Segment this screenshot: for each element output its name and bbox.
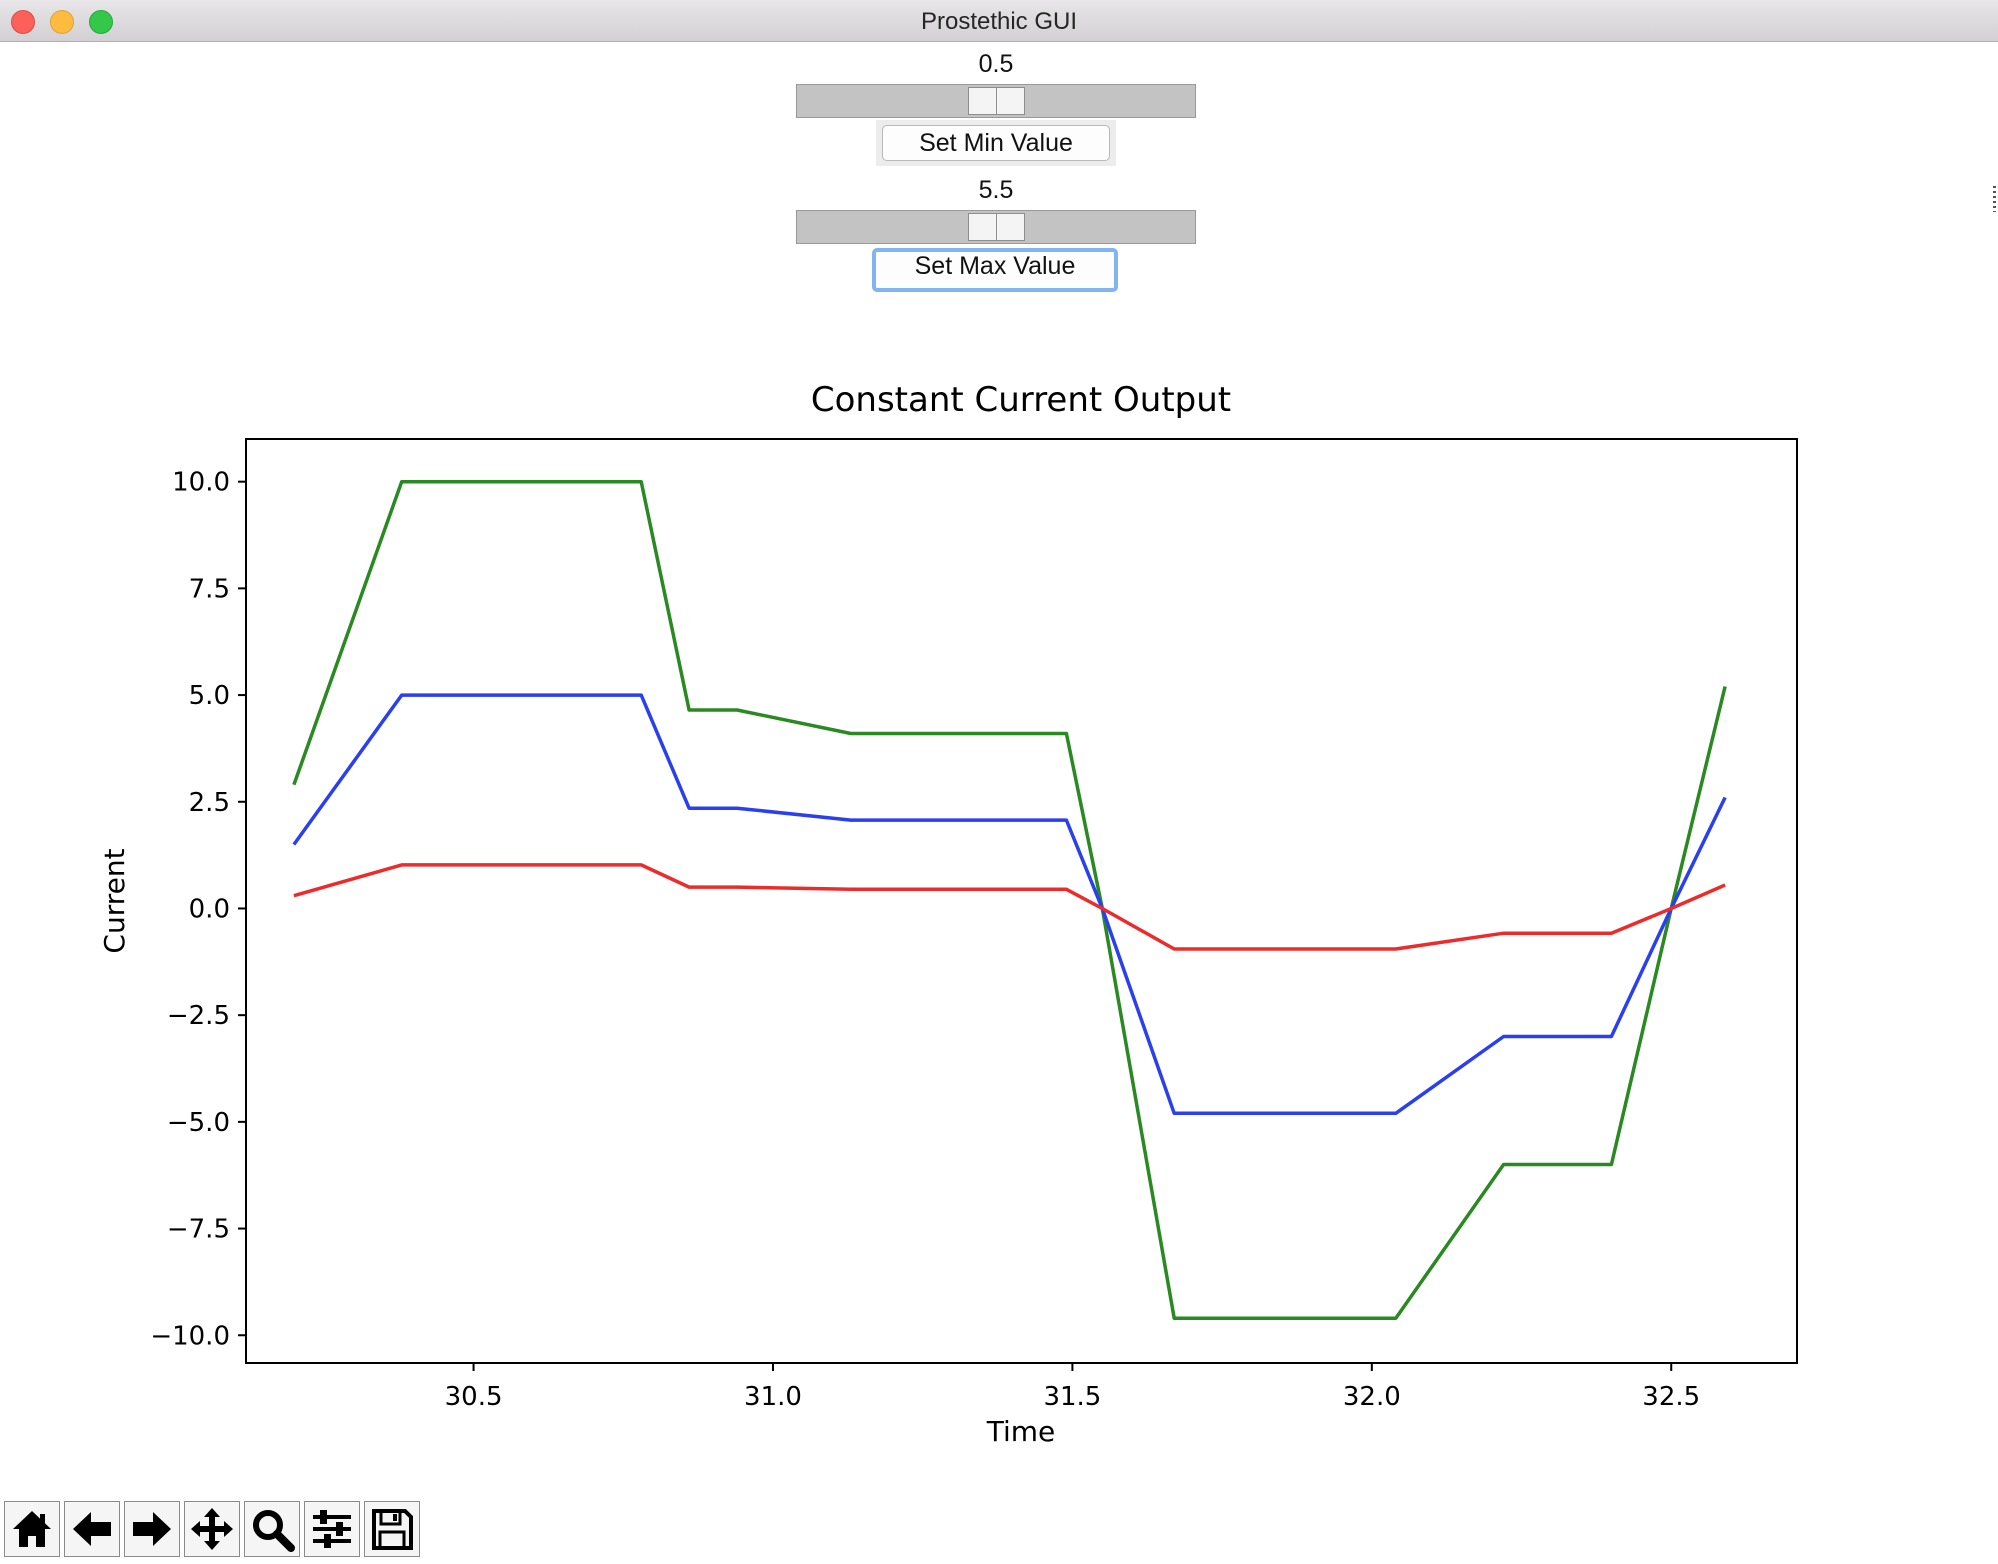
series-line-1: [292, 693, 1727, 1116]
configure-subplots-button[interactable]: [304, 1501, 360, 1557]
y-tick-label: −7.5: [167, 1215, 230, 1245]
pan-button[interactable]: [184, 1501, 240, 1557]
y-tick-label: −10.0: [150, 1321, 230, 1351]
y-tick-label: 7.5: [189, 574, 230, 604]
x-tick-label: 30.5: [445, 1382, 503, 1412]
y-tick-label: 10.0: [172, 468, 230, 498]
current-chart: Constant Current Output 10.0 7.5 5.0 2.5 0.0…: [0, 380, 1998, 1475]
x-tick-label: 31.0: [744, 1382, 802, 1412]
window-zoom-button[interactable]: [89, 10, 113, 34]
back-button[interactable]: [64, 1501, 120, 1557]
max-button-frame: Set Max Value: [870, 246, 1118, 292]
window-titlebar: Prostethic GUI: [0, 0, 1998, 42]
series-lines: [292, 479, 1727, 1320]
x-tick-label: 32.5: [1642, 1382, 1700, 1412]
min-slider[interactable]: [796, 84, 1196, 118]
window-close-button[interactable]: [11, 10, 35, 34]
home-icon: [13, 1511, 51, 1547]
window-title: Prostethic GUI: [920, 8, 1078, 35]
max-slider-thumb[interactable]: [968, 213, 1025, 241]
window-resize-grip[interactable]: [1993, 186, 1996, 212]
save-figure-button[interactable]: [364, 1501, 420, 1557]
back-arrow-icon: [73, 1512, 111, 1546]
max-slider[interactable]: [796, 210, 1196, 244]
chart-title: Constant Current Output: [811, 380, 1231, 420]
forward-arrow-icon: [133, 1512, 171, 1546]
x-tick-label: 31.5: [1043, 1382, 1101, 1412]
min-button-frame: Set Min Value: [876, 120, 1116, 166]
y-tick-label: 0.0: [189, 894, 230, 924]
y-tick-label: −5.0: [167, 1108, 230, 1138]
y-tick-label: −2.5: [167, 1001, 230, 1031]
pan-icon: [191, 1508, 233, 1550]
min-value-label: 0.5: [978, 50, 1014, 78]
set-max-value-button[interactable]: Set Max Value: [872, 248, 1118, 292]
plot-frame: [245, 438, 1798, 1364]
x-axis-label: Time: [986, 1415, 1056, 1448]
chart-canvas: Constant Current Output 10.0 7.5 5.0 2.5 0.0…: [98, 380, 1798, 1448]
y-tick-label: 5.0: [189, 681, 230, 711]
home-button[interactable]: [4, 1501, 60, 1557]
save-icon: [372, 1509, 413, 1550]
max-value-label: 5.5: [978, 176, 1014, 204]
set-min-value-button[interactable]: Set Min Value: [882, 125, 1110, 161]
x-axis-ticks: 30.5 31.0 31.5 32.0 32.5: [445, 1363, 1700, 1412]
series-line-0: [292, 479, 1727, 1320]
zoom-icon: [253, 1510, 295, 1552]
subplots-config-icon: [313, 1510, 351, 1548]
window-minimize-button[interactable]: [50, 10, 74, 34]
y-axis-label: Current: [98, 848, 131, 953]
x-tick-label: 32.0: [1343, 1382, 1401, 1412]
forward-button[interactable]: [124, 1501, 180, 1557]
series-line-2: [293, 863, 1726, 951]
y-axis-ticks: 10.0 7.5 5.0 2.5 0.0 −2.5 −5.0 −7.5 −10.0: [150, 468, 246, 1351]
min-slider-thumb[interactable]: [968, 87, 1025, 115]
y-tick-label: 2.5: [189, 788, 230, 818]
zoom-button[interactable]: [244, 1501, 300, 1557]
